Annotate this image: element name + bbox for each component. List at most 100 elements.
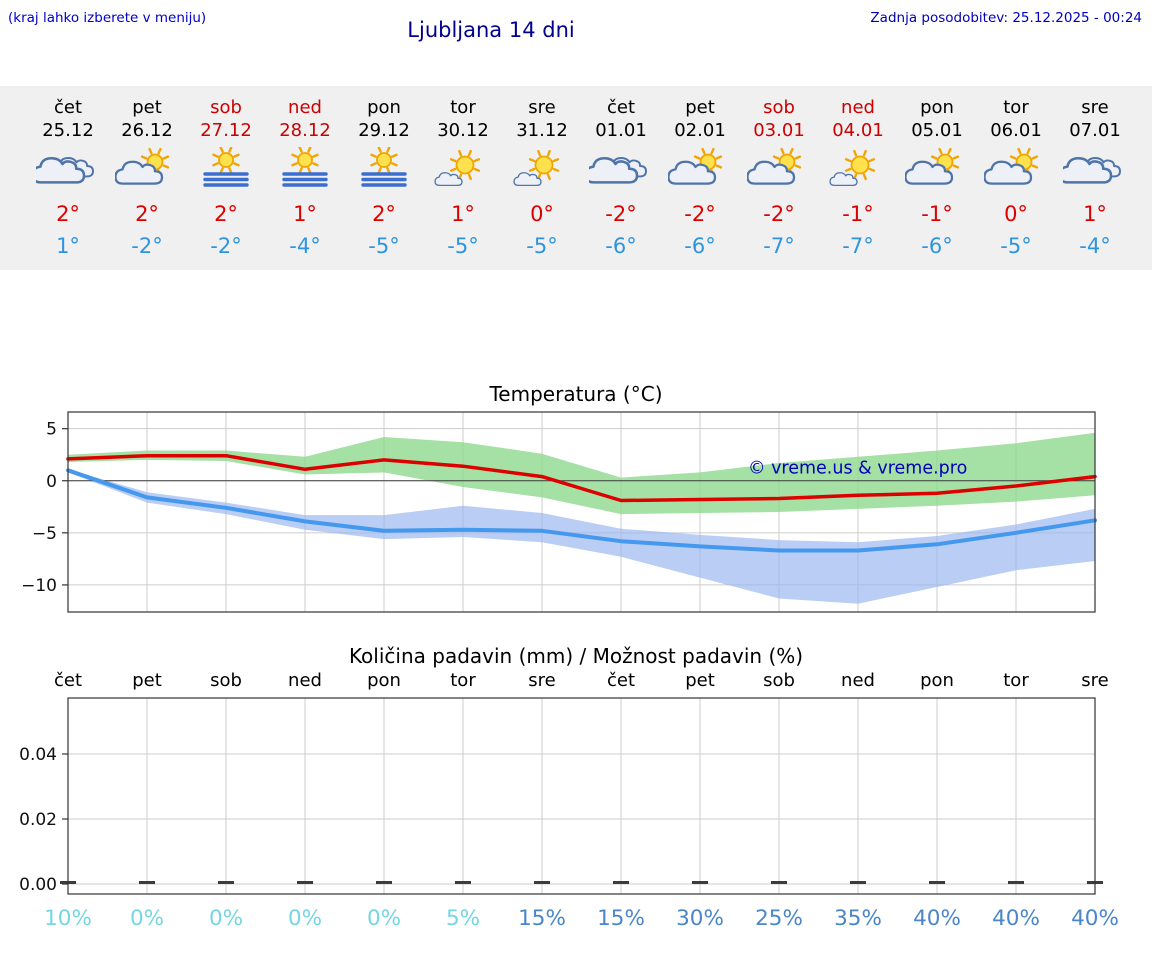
low-temp-line xyxy=(66,468,1097,553)
forecast-day-column: sre 07.01 1° -4° xyxy=(1056,96,1135,258)
day-name: sob xyxy=(210,97,242,118)
partly-cloudy-icon xyxy=(984,147,1039,185)
forecast-day-column: pon 29.12 2° -5° xyxy=(345,96,424,258)
forecast-strip: čet 25.12 2° 1° pet 26.12 2° -2° sob 27.12 2° -2° ne… xyxy=(0,86,1152,270)
precip-chart-title: Količina padavin (mm) / Možnost padavin … xyxy=(348,644,804,668)
svg-text:−10: −10 xyxy=(21,576,57,596)
weather-icon-cell xyxy=(424,144,503,196)
partly-cloudy-icon xyxy=(905,147,960,185)
day-date: 27.12 xyxy=(200,120,252,141)
weather-icon-cell xyxy=(503,144,582,196)
mostly-sunny-icon xyxy=(513,149,560,187)
precip-day-label: tor xyxy=(450,670,476,691)
fog-icon xyxy=(361,172,407,187)
day-date: 02.01 xyxy=(674,120,726,141)
day-date: 05.01 xyxy=(911,120,963,141)
precip-probability: 15% xyxy=(597,906,645,931)
partly-cloudy-icon xyxy=(747,147,802,185)
precip-bar xyxy=(455,881,471,884)
precip-probability: 0% xyxy=(208,906,244,931)
day-name: pon xyxy=(367,97,401,118)
precip-bar xyxy=(218,881,234,884)
high-temp: 0° xyxy=(530,202,554,226)
high-temp: 2° xyxy=(135,202,159,226)
low-temp: -5° xyxy=(1000,234,1032,258)
forecast-day-column: sre 31.12 0° -5° xyxy=(503,96,582,258)
cloud-icon xyxy=(36,156,86,184)
weather-icon-cell xyxy=(266,144,345,196)
day-date: 25.12 xyxy=(42,120,94,141)
precip-bar xyxy=(376,881,392,884)
fog-icon xyxy=(282,172,328,187)
cloud-icon xyxy=(513,172,542,187)
cloud-icon xyxy=(115,160,164,185)
precip-probability: 0% xyxy=(129,906,165,931)
forecast-day-column: tor 30.12 1° -5° xyxy=(424,96,503,258)
high-temp-line xyxy=(66,453,1097,503)
weather-icon-cell xyxy=(661,144,740,196)
svg-text:−5: −5 xyxy=(32,524,57,544)
precip-probability: 5% xyxy=(445,906,481,931)
svg-text:0.02: 0.02 xyxy=(19,810,57,830)
precip-day-label: tor xyxy=(1003,670,1029,691)
precip-bar xyxy=(1008,881,1024,884)
low-temp: -6° xyxy=(605,234,637,258)
last-update: Zadnja posodobitev: 25.12.2025 - 00:24 xyxy=(870,10,1142,26)
precip-probability: 35% xyxy=(834,906,882,931)
high-temp: 0° xyxy=(1004,202,1028,226)
sun-icon xyxy=(212,147,240,174)
cloudy-icon xyxy=(1063,156,1121,184)
high-temp: -2° xyxy=(684,202,716,226)
day-name: sob xyxy=(763,97,795,118)
low-temp: -2° xyxy=(131,234,163,258)
top-bar: (kraj lahko izberete v meniju) Ljubljana… xyxy=(0,0,1152,48)
precip-bar xyxy=(534,881,550,884)
low-temp: 1° xyxy=(56,234,80,258)
temperature-chart: 5 0 −5 −10 © vreme.us & vreme.pro xyxy=(21,411,1097,613)
high-temp: -1° xyxy=(842,202,874,226)
precip-day-label: ned xyxy=(288,670,322,691)
precip-day-label: pon xyxy=(920,670,954,691)
precip-day-label: pet xyxy=(132,670,162,691)
cloud-icon xyxy=(905,160,954,185)
high-temp: 1° xyxy=(293,202,317,226)
cloudy-icon xyxy=(589,156,647,184)
precip-day-label: pet xyxy=(685,670,715,691)
precip-probability: 15% xyxy=(518,906,566,931)
cloud-icon xyxy=(1063,156,1113,184)
day-name: tor xyxy=(450,97,476,118)
cloud-icon xyxy=(984,160,1033,185)
low-temp: -5° xyxy=(368,234,400,258)
precipitation-chart: 0.00 0.02 0.04 xyxy=(19,697,1103,895)
day-date: 31.12 xyxy=(516,120,568,141)
sun-icon xyxy=(291,147,319,174)
day-date: 01.01 xyxy=(595,120,647,141)
cloud-icon xyxy=(747,160,796,185)
sun-icon xyxy=(528,149,560,181)
precip-bar xyxy=(139,881,155,884)
sun-icon xyxy=(370,147,398,174)
partly-cloudy-icon xyxy=(668,147,723,185)
forecast-day-column: čet 01.01 -2° -6° xyxy=(582,96,661,258)
watermark: © vreme.us & vreme.pro xyxy=(748,458,967,478)
high-range-band xyxy=(68,432,1095,515)
forecast-day-column: tor 06.01 0° -5° xyxy=(977,96,1056,258)
day-date: 29.12 xyxy=(358,120,410,141)
forecast-day-column: pet 26.12 2° -2° xyxy=(108,96,187,258)
forecast-day-column: pet 02.01 -2° -6° xyxy=(661,96,740,258)
low-temp: -7° xyxy=(842,234,874,258)
precip-day-label: sre xyxy=(1081,670,1109,691)
weather-icon-cell xyxy=(29,144,108,196)
low-temp: -7° xyxy=(763,234,795,258)
high-temp: -2° xyxy=(763,202,795,226)
precip-probability: 30% xyxy=(676,906,724,931)
high-temp: -1° xyxy=(921,202,953,226)
svg-text:5: 5 xyxy=(46,420,57,440)
fog-icon xyxy=(203,172,249,187)
weather-icon-cell xyxy=(108,144,187,196)
svg-text:0.04: 0.04 xyxy=(19,745,57,765)
menu-hint: (kraj lahko izberete v meniju) xyxy=(8,10,207,26)
sun-icon xyxy=(844,149,876,181)
svg-text:0.00: 0.00 xyxy=(19,875,57,895)
forecast-day-column: sob 27.12 2° -2° xyxy=(187,96,266,258)
